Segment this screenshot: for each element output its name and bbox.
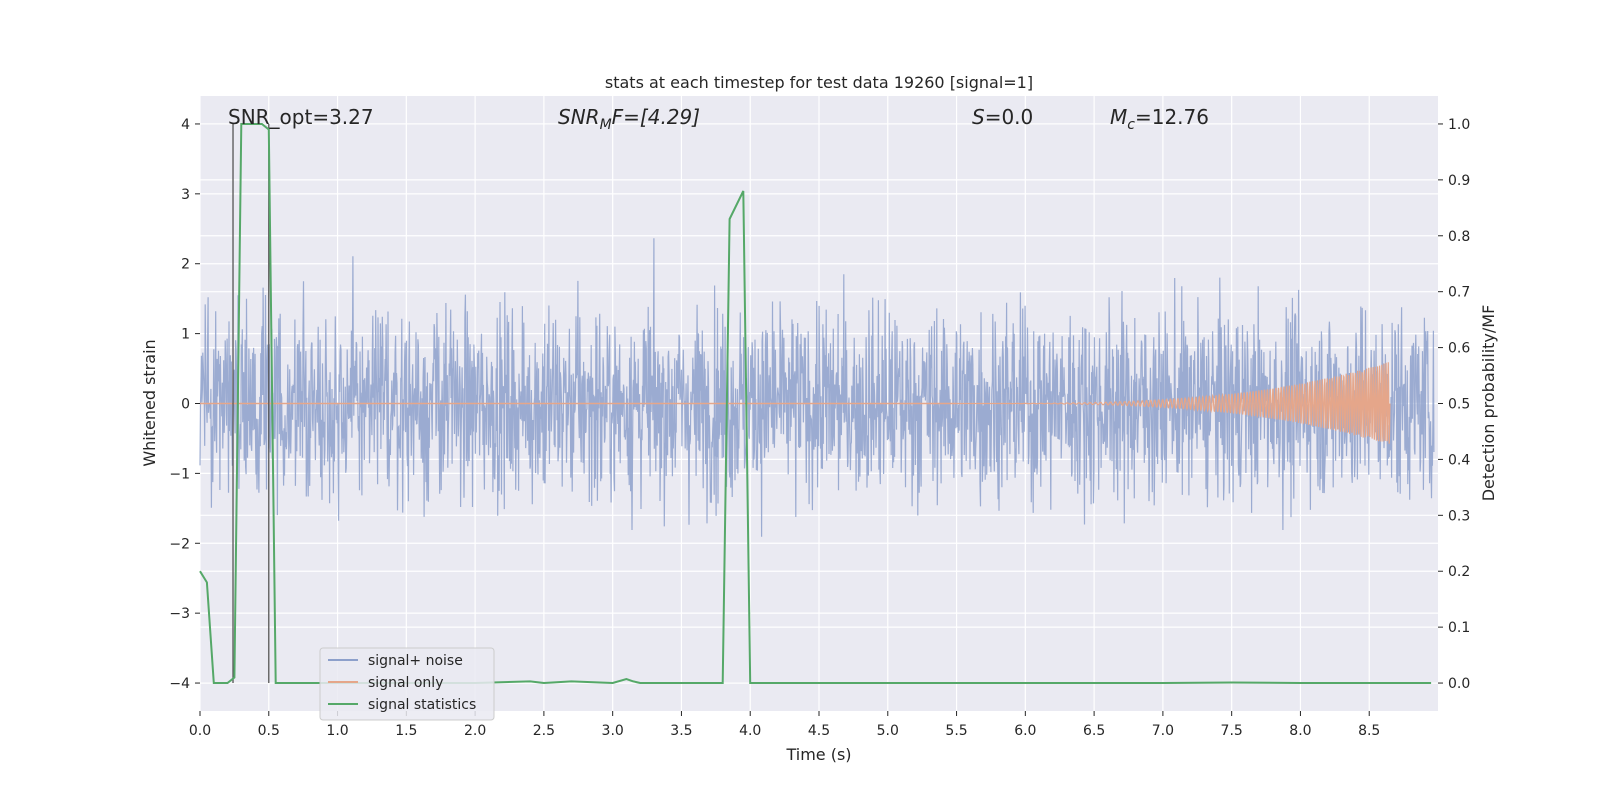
vertical-markers [232, 123, 270, 684]
x-tick-label: 2.0 [464, 723, 486, 739]
y-left-tick-label: −4 [169, 676, 190, 692]
y-right-tick-label: 0.4 [1448, 452, 1470, 468]
x-tick-label: 2.5 [533, 723, 555, 739]
signal-only-trace [956, 362, 1391, 444]
x-axis-label: Time (s) [785, 745, 851, 764]
x-tick-label: 8.0 [1289, 723, 1311, 739]
chart-title: stats at each timestep for test data 192… [605, 73, 1033, 92]
y-right-tick-label: 0.9 [1448, 173, 1470, 189]
y-left-tick-label: −1 [169, 466, 190, 482]
x-tick-label: 5.0 [877, 723, 899, 739]
signal-only-series [200, 362, 1391, 444]
y-right-tick-label: 0.8 [1448, 229, 1470, 245]
y-left-tick-label: 0 [181, 397, 190, 413]
x-tick-label: 0.5 [258, 723, 280, 739]
y-right-tick-label: 1.0 [1448, 117, 1470, 133]
signal-statistics-line [199, 123, 1432, 685]
x-tick-label: 6.5 [1083, 723, 1105, 739]
annotation-snr-mf: SNRMF=[4.29] [558, 105, 700, 133]
x-tick-label: 3.5 [670, 723, 692, 739]
legend: signal+ noise signal only signal statist… [319, 647, 495, 721]
legend-label-signal-statistics: signal statistics [368, 697, 476, 713]
y-left-tick-labels: 4 3 2 1 0 −1 −2 −3 −4 [169, 117, 200, 692]
signal-statistics-series [199, 123, 1432, 685]
y-left-axis-label: Whitened strain [140, 339, 159, 466]
y-right-tick-labels: 1.0 0.9 0.8 0.7 0.6 0.5 0.4 0.3 0.2 0.1 0.0 [1438, 117, 1470, 692]
y-left-tick-label: 4 [181, 117, 190, 133]
x-tick-label: 1.0 [326, 723, 348, 739]
y-right-tick-label: 0.1 [1448, 620, 1470, 636]
x-tick-label: 6.0 [1014, 723, 1036, 739]
x-tick-labels: 0.0 0.5 1.0 1.5 2.0 2.5 3.0 3.5 4.0 4.5 5.0 5.5 6.0 6… [189, 711, 1380, 739]
y-right-tick-label: 0.2 [1448, 564, 1470, 580]
legend-label-signal-noise: signal+ noise [368, 653, 463, 669]
y-right-axis-label: Detection probability/MF [1479, 305, 1498, 502]
x-tick-label: 7.5 [1221, 723, 1243, 739]
x-tick-label: 5.5 [945, 723, 967, 739]
y-left-tick-label: −2 [169, 536, 190, 552]
y-left-tick-label: 2 [181, 257, 190, 273]
legend-label-signal-only: signal only [368, 675, 443, 691]
y-right-tick-label: 0.7 [1448, 285, 1470, 301]
legend-box [319, 647, 495, 721]
signal-noise-series [199, 238, 1435, 537]
annotation-s: S=0.0 [972, 105, 1033, 129]
y-right-tick-label: 0.6 [1448, 341, 1470, 357]
x-tick-label: 4.5 [808, 723, 830, 739]
y-left-tick-label: 3 [181, 187, 190, 203]
annotation-mc: Mc=12.76 [1110, 105, 1209, 133]
x-tick-label: 8.5 [1358, 723, 1380, 739]
x-tick-label: 3.0 [602, 723, 624, 739]
y-right-tick-label: 0.3 [1448, 508, 1470, 524]
signal-noise-trace [199, 238, 1435, 537]
x-tick-label: 7.0 [1152, 723, 1174, 739]
y-left-tick-label: −3 [169, 606, 190, 622]
x-tick-label: 0.0 [189, 723, 211, 739]
y-left-tick-label: 1 [181, 327, 190, 343]
x-tick-label: 1.5 [395, 723, 417, 739]
annotation-snr-opt: SNR_opt=3.27 [228, 105, 374, 129]
x-tick-label: 4.0 [739, 723, 761, 739]
y-right-tick-label: 0.0 [1448, 676, 1470, 692]
y-right-tick-label: 0.5 [1448, 397, 1470, 413]
